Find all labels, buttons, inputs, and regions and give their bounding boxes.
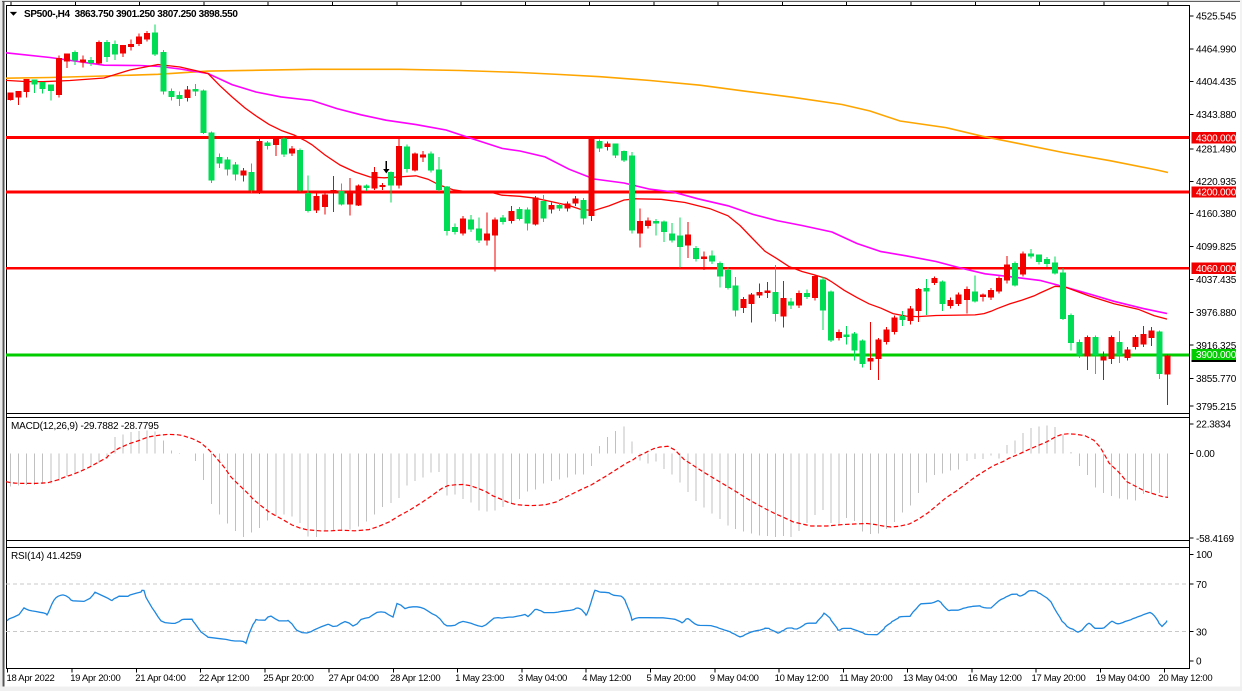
svg-text:MACD(12,26,9) -29.7882 -28.779: MACD(12,26,9) -29.7882 -28.7795	[11, 421, 159, 432]
svg-text:19 May 04:00: 19 May 04:00	[1096, 673, 1150, 684]
svg-text:3855.770: 3855.770	[1196, 374, 1237, 385]
svg-text:3976.880: 3976.880	[1196, 308, 1237, 319]
svg-text:22.3834: 22.3834	[1196, 420, 1231, 431]
svg-text:13 May 04:00: 13 May 04:00	[903, 673, 957, 684]
svg-text:17 May 20:00: 17 May 20:00	[1032, 673, 1086, 684]
svg-text:21 Apr 04:00: 21 Apr 04:00	[135, 673, 185, 684]
svg-text:16 May 12:00: 16 May 12:00	[968, 673, 1022, 684]
svg-text:RSI(14) 41.4259: RSI(14) 41.4259	[11, 551, 82, 562]
svg-text:4200.000: 4200.000	[1196, 188, 1237, 199]
svg-text:9 May 04:00: 9 May 04:00	[710, 673, 759, 684]
svg-text:4060.000: 4060.000	[1196, 264, 1237, 275]
svg-text:4160.380: 4160.380	[1196, 209, 1237, 220]
svg-text:25 Apr 20:00: 25 Apr 20:00	[263, 673, 313, 684]
svg-text:4037.435: 4037.435	[1196, 275, 1237, 286]
svg-text:20 May 12:00: 20 May 12:00	[1158, 673, 1212, 684]
svg-text:4525.545: 4525.545	[1196, 11, 1237, 22]
svg-text:100: 100	[1196, 550, 1213, 561]
svg-text:4220.935: 4220.935	[1196, 177, 1237, 188]
svg-text:4404.435: 4404.435	[1196, 77, 1237, 88]
svg-text:4343.880: 4343.880	[1196, 110, 1237, 121]
svg-text:19 Apr 20:00: 19 Apr 20:00	[70, 673, 120, 684]
svg-text:-58.4169: -58.4169	[1196, 534, 1235, 545]
svg-text:3916.325: 3916.325	[1196, 341, 1237, 352]
svg-text:3 May 04:00: 3 May 04:00	[518, 673, 567, 684]
svg-text:3900.000: 3900.000	[1196, 350, 1237, 361]
svg-text:11 May 20:00: 11 May 20:00	[839, 673, 892, 684]
svg-text:1 May 23:00: 1 May 23:00	[455, 673, 504, 684]
svg-text:27 Apr 04:00: 27 Apr 04:00	[329, 673, 379, 684]
svg-text:22 Apr 12:00: 22 Apr 12:00	[199, 673, 249, 684]
svg-text:10 May 12:00: 10 May 12:00	[775, 673, 829, 684]
svg-text:4281.490: 4281.490	[1196, 144, 1237, 155]
svg-text:SP500-,H4 3863.750 3901.250 3: SP500-,H4 3863.750 3901.250 3807.250 389…	[24, 9, 238, 20]
svg-text:4464.990: 4464.990	[1196, 44, 1237, 55]
svg-text:3795.215: 3795.215	[1196, 402, 1237, 413]
svg-text:30: 30	[1196, 627, 1207, 638]
svg-text:70: 70	[1196, 580, 1207, 591]
svg-text:0.00: 0.00	[1196, 449, 1215, 460]
svg-text:4300.000: 4300.000	[1196, 133, 1237, 144]
svg-text:18 Apr 2022: 18 Apr 2022	[7, 673, 55, 684]
svg-text:4 May 12:00: 4 May 12:00	[582, 673, 631, 684]
svg-text:5 May 20:00: 5 May 20:00	[647, 673, 696, 684]
svg-text:28 Apr 12:00: 28 Apr 12:00	[390, 673, 440, 684]
svg-text:0: 0	[1196, 657, 1202, 668]
svg-text:4099.825: 4099.825	[1196, 242, 1237, 253]
